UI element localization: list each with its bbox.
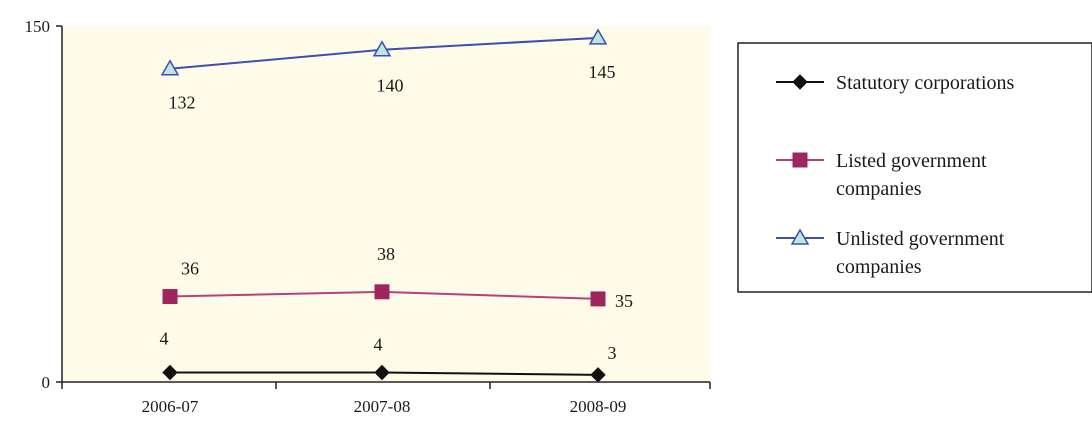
- data-point: [372, 40, 392, 57]
- legend-item-2: Unlisted government companies: [776, 228, 1005, 278]
- data-label: 38: [377, 244, 395, 264]
- data-label: 3: [608, 343, 617, 363]
- legend-label: companies: [836, 178, 922, 200]
- legend-label: Unlisted government: [836, 228, 1005, 250]
- series-layer: [160, 28, 608, 383]
- series-2: [160, 28, 608, 76]
- plot-background: [62, 26, 710, 382]
- data-label: 4: [374, 335, 383, 355]
- legend: Statutory corporations Listed government c…: [737, 42, 1092, 293]
- data-point: [590, 291, 606, 307]
- data-label: 4: [160, 329, 169, 349]
- legend-marker: [792, 152, 808, 168]
- legend-label: Statutory corporations: [836, 72, 1015, 94]
- legend-label: Listed government: [836, 150, 987, 172]
- x-tick-label: 2006-07: [142, 397, 199, 416]
- data-point: [374, 284, 390, 300]
- y-tick-label: 150: [25, 17, 51, 36]
- series-1: [162, 284, 606, 307]
- data-point: [588, 28, 608, 45]
- data-point: [162, 364, 178, 381]
- data-label: 35: [615, 291, 633, 311]
- legend-item-1: Listed government companies: [776, 150, 987, 200]
- data-point: [160, 59, 180, 76]
- data-label: 140: [377, 76, 404, 96]
- x-tick-label: 2008-09: [570, 397, 627, 416]
- data-label: 36: [181, 259, 199, 279]
- data-label: 145: [589, 62, 616, 82]
- legend-item-0: Statutory corporations: [776, 72, 1015, 94]
- data-point: [162, 289, 178, 305]
- series-0: [162, 364, 606, 383]
- data-point: [374, 364, 390, 381]
- legend-marker: [792, 74, 808, 90]
- x-tick-label: 2007-08: [354, 397, 411, 416]
- y-tick-label: 0: [42, 373, 51, 392]
- data-label: 132: [169, 93, 196, 113]
- legend-label: companies: [836, 256, 922, 278]
- legend-marker: [790, 228, 810, 245]
- axes: 0 150 2006-07 2007-08 2008-09: [25, 17, 711, 416]
- data-labels: 4 4 3 36 38 35 132 140 145: [160, 62, 634, 363]
